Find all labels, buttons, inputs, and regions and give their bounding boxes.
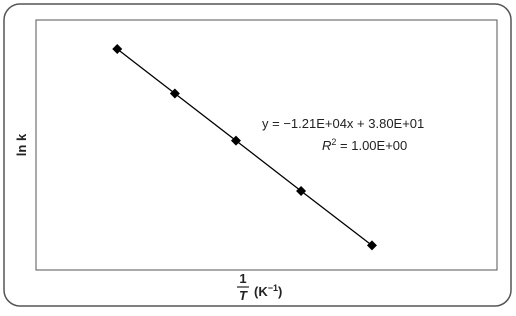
unit: (K — [254, 284, 268, 299]
y-axis-label: ln k — [14, 133, 29, 156]
point — [230, 135, 241, 146]
r2-exp: 2 — [331, 137, 336, 147]
equation: y = −1.21E+04x + 3.80E+01 — [262, 116, 424, 131]
plot-area — [35, 19, 498, 271]
r2-rest: = 1.00E+00 — [336, 138, 407, 153]
r2-symbol: R — [322, 138, 331, 153]
point — [296, 185, 307, 196]
point — [169, 88, 180, 99]
x-label-numerator: 1 — [239, 271, 246, 286]
unit-close: ) — [278, 284, 282, 299]
x-label-denominator: T — [239, 288, 248, 303]
unit-exp: −1 — [268, 283, 278, 293]
x-label-unit: (K−1) — [254, 283, 282, 299]
r-squared: R2 = 1.00E+00 — [322, 137, 407, 153]
point — [366, 240, 377, 251]
point — [112, 44, 123, 55]
